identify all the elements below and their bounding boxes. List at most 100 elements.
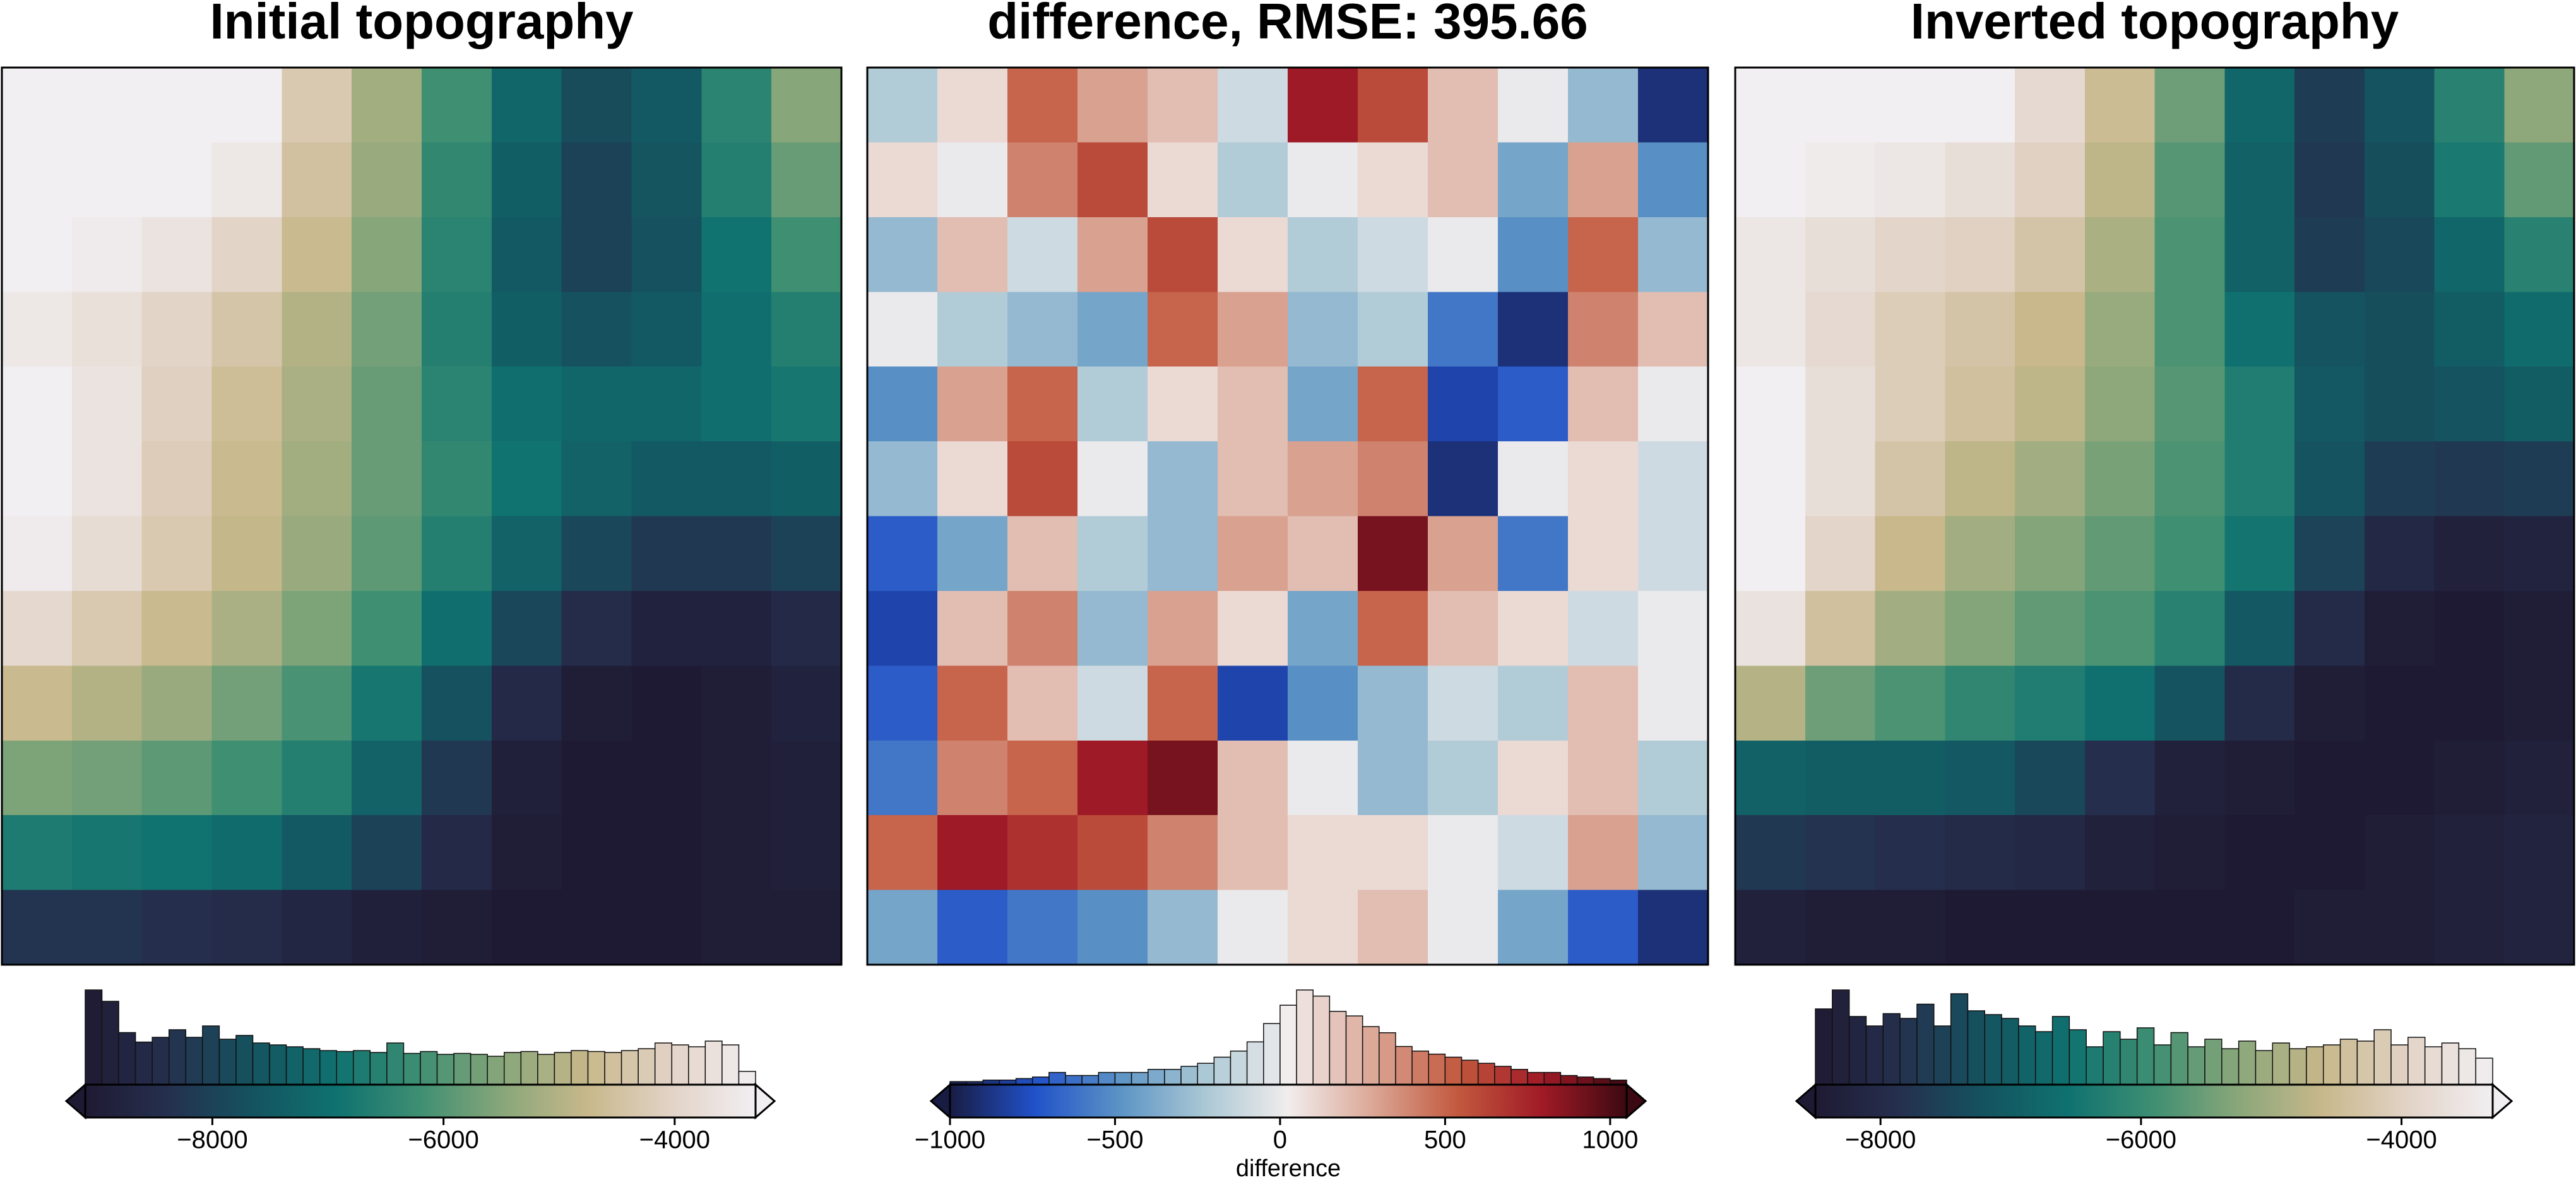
heatmap-cell [1077, 815, 1148, 891]
heatmap-cell [1148, 68, 1218, 143]
heatmap-cell [631, 665, 702, 741]
colorbar-tick-label: −500 [1086, 1126, 1143, 1154]
heatmap-cell [2364, 815, 2435, 891]
heatmap-cell [282, 890, 352, 965]
heatmap-cell [352, 142, 422, 218]
heatmap-cell [631, 815, 702, 891]
heatmap-cell [2154, 366, 2225, 442]
heatmap-cell [1358, 665, 1428, 741]
heatmap-cell [141, 665, 213, 741]
heatmap-cell [1288, 142, 1358, 218]
heatmap-cell [1288, 441, 1358, 517]
heatmap-cell [1358, 68, 1428, 143]
heatmap-cell [937, 740, 1008, 816]
heatmap-cell [211, 292, 282, 367]
histogram-bar [1933, 1025, 1952, 1085]
heatmap-cell [71, 217, 143, 292]
heatmap-cell [937, 590, 1008, 666]
histogram-bar [721, 1044, 740, 1085]
heatmap-cell [1735, 516, 1806, 592]
histogram-bar [85, 989, 103, 1085]
heatmap-cell [1568, 516, 1639, 592]
heatmap-cell [867, 142, 938, 218]
heatmap-cell [2364, 292, 2435, 367]
heatmap-cell [937, 142, 1008, 218]
heatmap-cell [1077, 890, 1148, 965]
heatmap-cell [1875, 68, 1945, 143]
histogram-bar [1180, 1066, 1198, 1085]
heatmap-cell [491, 665, 562, 741]
heatmap-cell [561, 292, 632, 367]
heatmap-cell [1358, 740, 1428, 816]
heatmap-cell [1945, 890, 2015, 965]
heatmap-cell [937, 366, 1008, 442]
heatmap-cell [2154, 68, 2225, 143]
heatmap-cell [1007, 68, 1078, 143]
heatmap-cell [1007, 366, 1078, 442]
heatmap-cell [561, 740, 632, 816]
histogram-bar [218, 1039, 237, 1085]
histogram-bar [235, 1035, 254, 1085]
heatmap-cell [422, 590, 492, 666]
colorbar-extend-high [2491, 1082, 2514, 1120]
histogram-bar [2458, 1048, 2476, 1085]
heatmap-cell [1498, 68, 1569, 143]
histogram-bar [1230, 1051, 1248, 1085]
heatmap-cell [1288, 366, 1358, 442]
histogram-bar [1882, 1013, 1901, 1085]
heatmap-cell [561, 366, 632, 442]
heatmap-cell [2015, 516, 2086, 592]
heatmap-cell [211, 665, 282, 741]
heatmap-cell [1077, 740, 1148, 816]
heatmap-cell [701, 516, 772, 592]
histogram-bar [1832, 989, 1850, 1085]
heatmap-cell [211, 590, 282, 666]
heatmap-cell [2504, 292, 2575, 367]
heatmap-cell [2364, 366, 2435, 442]
colorbar-tick-label: −8000 [1845, 1126, 1916, 1154]
heatmap-cell [2434, 68, 2505, 143]
heatmap-cell [701, 292, 772, 367]
histogram-bar [2306, 1046, 2324, 1085]
heatmap-cell [1638, 68, 1709, 143]
heatmap-cell [2434, 815, 2505, 891]
histogram-bar [2051, 1016, 2070, 1085]
heatmap-cell [1428, 815, 1499, 891]
heatmap-cell [631, 590, 702, 666]
heatmap-cell [1805, 890, 1876, 965]
heatmap-cell [2504, 516, 2575, 592]
heatmap-cell [352, 292, 422, 367]
heatmap-cell [1428, 142, 1499, 218]
histogram-bar [1379, 1032, 1396, 1085]
heatmap-cell [2364, 740, 2435, 816]
heatmap-cell [2015, 815, 2086, 891]
heatmap-cell [1875, 366, 1945, 442]
heatmap-cell [211, 890, 282, 965]
heatmap-cell [1735, 815, 1806, 891]
histogram-bar [654, 1042, 672, 1085]
heatmap-cell [1007, 740, 1078, 816]
heatmap-cell [141, 516, 213, 592]
heatmap-cell [2224, 740, 2295, 816]
heatmap-cell [631, 68, 702, 143]
heatmap-cell [937, 68, 1008, 143]
heatmap-cell [2154, 815, 2225, 891]
heatmap-cell [352, 68, 422, 143]
histogram-bar [1477, 1063, 1495, 1085]
heatmap-cell [1805, 142, 1876, 218]
heatmap-cell [1218, 217, 1288, 292]
histogram-bar [403, 1052, 421, 1085]
heatmap-cell [352, 740, 422, 816]
heatmap-cell [701, 590, 772, 666]
histogram-bar [1081, 1075, 1100, 1085]
heatmap-cell [2015, 665, 2086, 741]
histogram-bar [1279, 1004, 1297, 1085]
histogram-bar [1395, 1046, 1413, 1085]
heatmap-cell [2154, 740, 2225, 816]
histogram-bar [638, 1048, 656, 1085]
histogram-bar [2356, 1040, 2375, 1085]
heatmap-cell [141, 441, 213, 517]
heatmap-cell [631, 366, 702, 442]
heatmap-cell [1875, 890, 1945, 965]
heatmap-cell [2224, 68, 2295, 143]
